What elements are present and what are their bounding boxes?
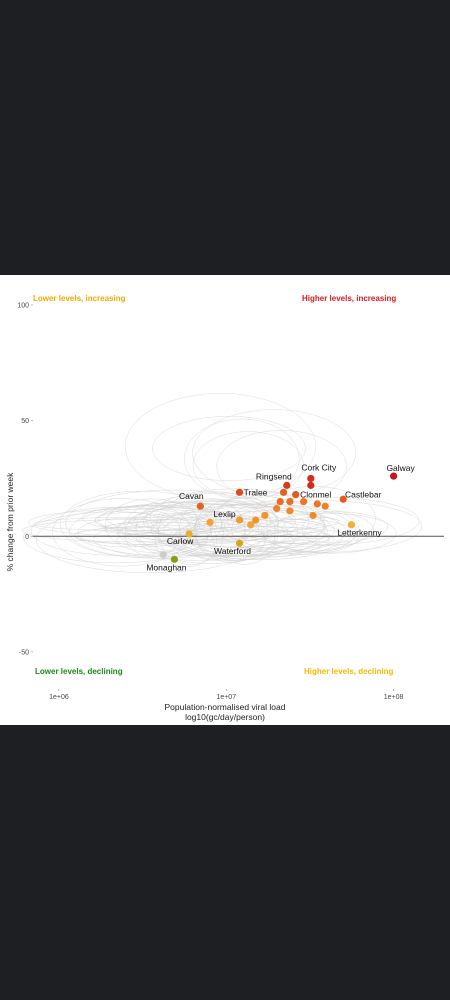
trail-loop — [192, 409, 357, 497]
trail-loop — [152, 416, 306, 481]
point-waterford — [235, 539, 244, 547]
x-tick-label: 1e+07 — [216, 694, 236, 701]
point — [261, 511, 269, 520]
trail-loop — [124, 393, 316, 500]
point-ringsend — [283, 481, 291, 489]
x-axis-title: Population-normalised viral load — [164, 702, 286, 712]
data-points — [159, 472, 398, 563]
trail-loop — [261, 519, 329, 544]
trail-loop — [186, 514, 260, 541]
trail-loop — [302, 511, 360, 547]
point-tralee — [235, 488, 244, 496]
trail-loop — [175, 521, 292, 548]
point-clonmel — [292, 491, 300, 499]
point-label: Waterford — [214, 546, 251, 556]
trail-loop — [128, 511, 339, 532]
point-lexlip — [235, 516, 244, 524]
point-castlebar — [339, 495, 347, 503]
point-labels: Galway Cork City Ringsend Tralee Clonmel Cast… — [146, 462, 415, 572]
point — [206, 518, 214, 526]
quadrant-label-top-right: Higher levels, increasing — [302, 294, 397, 303]
y-tick-label: 100 — [17, 303, 29, 310]
trail-loop — [274, 511, 389, 543]
point — [247, 521, 255, 529]
trail-loop — [140, 528, 266, 543]
point — [279, 488, 288, 496]
trail-loop — [65, 489, 279, 557]
trail-loop — [135, 501, 212, 554]
y-axis-title: % change from prior week — [5, 472, 15, 571]
point — [286, 497, 294, 506]
point — [300, 497, 308, 506]
trail-loop — [117, 522, 230, 544]
point-label: Tralee — [244, 487, 268, 497]
y-tick-label: -50 — [19, 649, 29, 656]
point-cork-city — [307, 474, 315, 483]
point-letterkenny — [347, 521, 356, 529]
x-axis-subtitle: log10(gc/day/person) — [185, 712, 265, 722]
point — [286, 507, 294, 515]
point-label: Lexlip — [213, 509, 235, 519]
point-label: Cork City — [301, 462, 337, 472]
point-label: Castlebar — [345, 489, 382, 499]
point-label: Carlow — [167, 536, 194, 546]
point-carlow — [185, 530, 193, 538]
trail-loop — [104, 498, 200, 553]
quadrant-label-bottom-left: Lower levels, declining — [35, 667, 123, 676]
quadrant-label-top-left: Lower levels, increasing — [33, 294, 126, 303]
point — [321, 502, 329, 510]
point — [276, 497, 284, 506]
trail-loop — [23, 511, 209, 564]
point — [159, 551, 167, 559]
trail-loop — [194, 499, 269, 563]
y-tick-label: 50 — [21, 418, 29, 425]
point-label: Clonmel — [300, 490, 331, 500]
background-trails — [21, 393, 422, 574]
point-monaghan — [170, 555, 179, 563]
trail-loop — [59, 490, 222, 558]
point — [273, 504, 281, 513]
point-cavan — [196, 502, 204, 510]
point — [252, 516, 260, 524]
y-tick-label: 0 — [25, 534, 29, 541]
scatter-chart: 100 50 0 -50 1e+06 1e+07 1e+08 Galway Cork City… — [5, 303, 444, 701]
point — [307, 481, 315, 489]
x-tick-label: 1e+08 — [384, 694, 404, 701]
point-label: Letterkenny — [337, 528, 382, 538]
quadrant-label-bottom-right: Higher levels, declining — [304, 667, 394, 676]
x-tick-label: 1e+06 — [49, 694, 69, 701]
point — [309, 511, 317, 520]
trail-loop — [150, 504, 374, 555]
point — [313, 500, 321, 508]
trail-loop — [221, 500, 422, 553]
axes: 100 50 0 -50 1e+06 1e+07 1e+08 — [17, 303, 444, 701]
trail-loop — [184, 418, 300, 499]
trail-loop — [77, 518, 172, 548]
point-galway — [390, 472, 398, 480]
point-label: Ringsend — [256, 471, 292, 481]
trail-loop — [192, 431, 304, 499]
chart-panel: Lower levels, increasing Higher levels, … — [0, 275, 450, 725]
trail-loop — [33, 516, 246, 532]
point-label: Galway — [386, 463, 415, 473]
point-label: Cavan — [179, 491, 204, 501]
trail-loop — [171, 526, 352, 549]
point-label: Monaghan — [146, 562, 186, 572]
